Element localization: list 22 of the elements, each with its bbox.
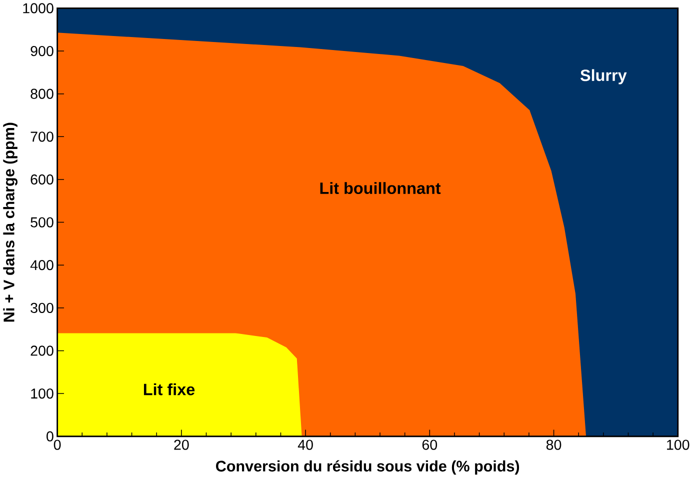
x-tick-label: 60: [422, 440, 438, 450]
y-tick-label: 700: [30, 132, 54, 142]
y-tick-label: 0: [46, 431, 54, 442]
series-label: Lit bouillonnant: [320, 182, 441, 194]
series-label: Lit fixe: [144, 383, 195, 396]
y-tick-label: 1000: [23, 3, 54, 14]
x-tick-label: 80: [546, 440, 562, 450]
y-tick-label: 800: [30, 88, 54, 100]
x-axis-title: Conversion du résidu sous vide (% poids): [216, 460, 520, 475]
x-tick-label: 40: [298, 440, 313, 450]
y-axis-title: Ni + V dans la charge (ppm): [3, 122, 18, 322]
y-tick-label: 900: [30, 46, 54, 56]
y-tick-label: 500: [30, 217, 54, 228]
y-tick-label: 200: [30, 346, 54, 356]
y-tick-label: 300: [30, 302, 54, 314]
y-tick-label: 400: [30, 260, 54, 270]
y-tick-label: 600: [30, 174, 54, 185]
series-label: Slurry: [580, 69, 627, 84]
x-tick-label: 100: [667, 440, 690, 450]
y-tick-label: 100: [31, 388, 54, 399]
x-tick-label: 0: [54, 440, 61, 450]
x-tick-label: 20: [174, 440, 189, 450]
